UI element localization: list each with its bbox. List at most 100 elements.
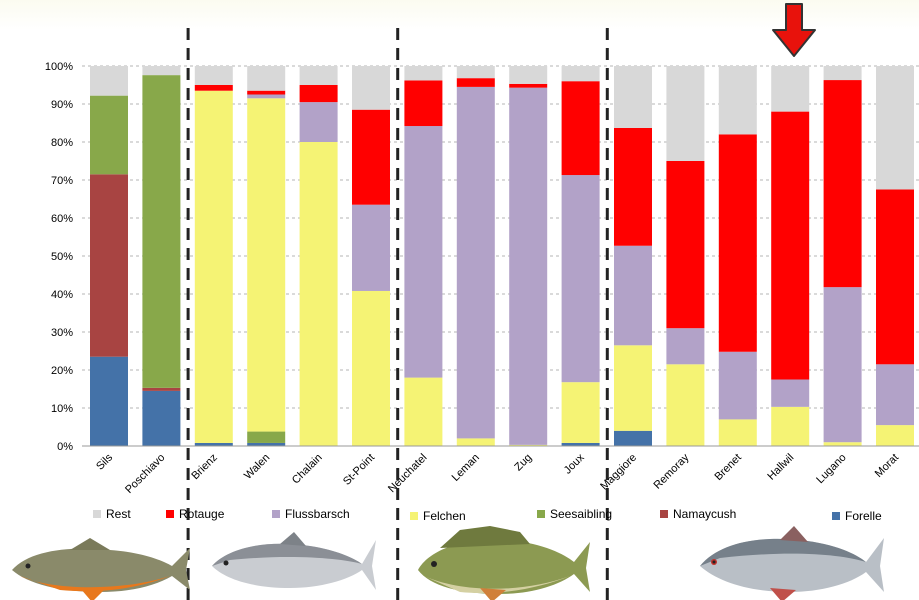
y-tick-label: 60% [51, 213, 73, 225]
bar-segment-rotauge [718, 134, 757, 352]
bar-segment-rest [194, 66, 233, 85]
x-tick-label: Zug [512, 452, 534, 474]
bar-segment-flussbarsch [771, 379, 810, 407]
legend-label: Namaycush [673, 507, 736, 521]
bar-segment-felchen [247, 98, 286, 432]
y-axis-ticks: 0% 10% 20% 30% 40% 50% 60% 70% 80% 90% 100% [45, 61, 73, 453]
legend-label: Flussbarsch [285, 507, 350, 521]
bar-segment-felchen [404, 377, 443, 446]
bar-segment-rotauge [876, 189, 914, 365]
bar-segment-seesaibling [247, 431, 286, 443]
x-tick-label: Hallwil [765, 452, 796, 483]
bar-segment-felchen [561, 382, 600, 443]
whitefish-icon [212, 532, 376, 590]
bar-stack-brienz [194, 66, 233, 446]
bar-segment-rotauge [561, 81, 600, 176]
bars [90, 66, 914, 446]
y-tick-label: 90% [51, 99, 73, 111]
x-tick-label: Joux [562, 451, 587, 476]
bar-segment-forelle [90, 356, 128, 446]
bar-stack-brenet [718, 66, 757, 446]
bar-segment-rotauge [771, 111, 810, 380]
bar-segment-rotauge [456, 78, 495, 87]
bar-stack-sils [90, 66, 128, 446]
bar-stack-hallwil [771, 66, 810, 446]
bar-stack-zug [509, 66, 548, 446]
bar-segment-rest [456, 66, 495, 79]
y-tick-label: 20% [51, 365, 73, 377]
bar-segment-seesaibling [142, 75, 181, 388]
bar-stack-joux [561, 66, 600, 446]
legend-swatch [410, 512, 418, 520]
legend-label: Seesaibling [550, 507, 612, 521]
legend-swatch [537, 510, 545, 518]
bar-segment-flussbarsch [299, 102, 338, 142]
legend: Rest Rotauge Flussbarsch Felchen Seesaibling… [93, 507, 882, 523]
bar-segment-felchen [509, 444, 548, 446]
bar-stack-lugano [823, 66, 862, 446]
legend-swatch [166, 510, 174, 518]
bar-segment-rest [876, 66, 914, 190]
bar-stack-morat [876, 66, 914, 446]
y-tick-label: 40% [51, 289, 73, 301]
perch-fish-icon [418, 526, 590, 600]
bar-segment-rest [614, 66, 652, 128]
bar-segment-forelle [614, 430, 652, 446]
x-tick-label: Chalain [290, 452, 325, 487]
bar-stack-walen [247, 66, 286, 446]
legend-item-felchen: Felchen [410, 509, 466, 523]
bar-segment-namaycush [142, 387, 181, 391]
legend-swatch [832, 512, 840, 520]
legend-label: Rotauge [179, 507, 225, 521]
bar-segment-rest [718, 66, 757, 135]
bar-segment-namaycush [90, 174, 128, 357]
x-tick-label: Brienz [189, 452, 220, 483]
bar-stack-leman [456, 66, 495, 446]
bar-segment-flussbarsch [823, 287, 862, 443]
group-separators [186, 28, 609, 600]
y-tick-label: 0% [57, 441, 73, 453]
bar-segment-rest [90, 66, 128, 96]
x-tick-label: St-Point [341, 452, 377, 488]
bar-segment-flussbarsch [666, 328, 705, 365]
bar-segment-rotauge [194, 85, 233, 91]
x-tick-label: Remoray [651, 451, 691, 491]
bar-segment-seesaibling [90, 95, 128, 175]
bar-segment-flussbarsch [509, 87, 548, 445]
bar-stack-st-point [352, 66, 390, 446]
bar-segment-rotauge [404, 80, 443, 127]
bar-segment-felchen [823, 442, 862, 446]
bar-segment-felchen [456, 438, 495, 446]
bar-segment-flussbarsch [876, 364, 914, 426]
bar-segment-flussbarsch [456, 86, 495, 439]
x-tick-label: Morat [873, 452, 901, 480]
legend-swatch [93, 510, 101, 518]
bar-segment-felchen [614, 345, 652, 431]
bar-segment-flussbarsch [561, 175, 600, 383]
x-tick-label: Poschiavo [123, 452, 167, 496]
legend-label: Rest [106, 507, 131, 521]
bar-segment-forelle [247, 442, 286, 446]
y-tick-label: 70% [51, 175, 73, 187]
bar-segment-felchen [666, 364, 705, 446]
y-tick-label: 30% [51, 327, 73, 339]
bar-segment-flussbarsch [247, 94, 286, 99]
legend-item-namaycush: Namaycush [660, 507, 736, 521]
bar-segment-rotauge [666, 161, 705, 329]
bar-segment-felchen [718, 419, 757, 446]
x-tick-label: Maggiore [598, 452, 639, 493]
bar-segment-rest [352, 66, 390, 110]
bar-segment-felchen [876, 425, 914, 446]
x-tick-label: Lugano [814, 452, 848, 486]
bar-segment-flussbarsch [404, 126, 443, 378]
legend-swatch [660, 510, 668, 518]
char-fish-icon [12, 538, 190, 600]
x-tick-label: Sils [94, 451, 115, 472]
bar-segment-rotauge [509, 83, 548, 88]
bar-segment-forelle [142, 390, 181, 446]
bar-segment-rest [561, 66, 600, 82]
legend-item-forelle: Forelle [832, 509, 882, 523]
x-tick-label: Brenet [713, 452, 744, 483]
bar-segment-rest [509, 66, 548, 84]
